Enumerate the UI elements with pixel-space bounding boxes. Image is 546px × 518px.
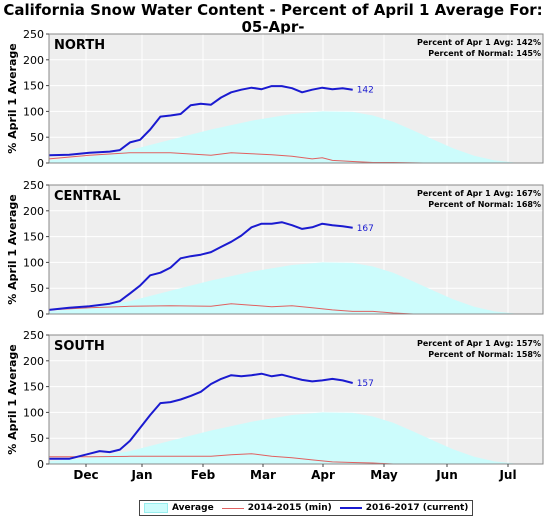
panel-central: 167 0 50 100 150 200 250 % April 1 Average CENTR…: [6, 179, 544, 321]
end-label-central: 167: [357, 224, 374, 234]
y-axis-label-south: % April 1 Average: [6, 344, 19, 454]
min-line-central: [48, 303, 414, 315]
legend-swatch-min: [221, 507, 244, 509]
min-line-north: [48, 152, 424, 164]
end-label-north: 142: [357, 86, 374, 96]
ytick-label-central: 250: [23, 179, 44, 192]
ytick-label-south: 150: [23, 381, 44, 394]
min-line-south: [49, 453, 394, 465]
region-label-north: NORTH: [54, 38, 105, 53]
xtick-label-dec: Dec: [73, 468, 98, 482]
panel-north: 142 0 50 100 150 200 250 % April 1 Average NORTH…: [6, 28, 544, 170]
xtick-label-jan: Jan: [130, 468, 152, 482]
average-area-central: [49, 262, 543, 314]
ytick-label-south: 250: [23, 329, 44, 342]
current-line-north: [48, 85, 353, 157]
y-axis-label-central: % April 1 Average: [6, 194, 19, 304]
legend-swatch-average: [144, 503, 168, 513]
legend-label-current: 2016-2017 (current): [365, 503, 469, 513]
ytick-label-south: 0: [37, 458, 44, 471]
plot-border-north: [48, 33, 544, 164]
ytick-label-north: 200: [23, 54, 44, 67]
stat-avg-central: Percent of Apr 1 Avg: 167%: [417, 189, 541, 198]
legend-label-average: Average: [172, 503, 214, 513]
stat-normal-north: Percent of Normal: 145%: [428, 49, 541, 58]
stat-normal-south: Percent of Normal: 158%: [428, 350, 541, 359]
legend-label-min: 2014-2015 (min): [247, 503, 332, 513]
ytick-label-central: 50: [30, 282, 44, 295]
region-label-south: SOUTH: [54, 339, 105, 354]
end-label-south: 157: [357, 379, 374, 389]
xtick-label-may: May: [370, 468, 398, 482]
ytick-label-central: 100: [23, 256, 44, 269]
ytick-label-north: 100: [23, 105, 44, 118]
chart-legend: Average 2014-2015 (min) 2016-2017 (curre…: [139, 500, 474, 516]
ytick-label-north: 0: [37, 157, 44, 170]
legend-item-min: 2014-2015 (min): [221, 503, 332, 513]
ytick-label-north: 50: [30, 131, 44, 144]
average-area-south: [49, 412, 543, 464]
current-line-central: [48, 221, 353, 311]
xtick-label-jun: Jun: [435, 468, 458, 482]
legend-swatch-current: [339, 507, 362, 509]
chart-title-line1: California Snow Water Content - Percent …: [3, 1, 543, 36]
current-line-south: [49, 372, 353, 460]
legend-item-current: 2016-2017 (current): [339, 503, 469, 513]
ytick-label-south: 200: [23, 355, 44, 368]
ytick-label-south: 50: [30, 432, 44, 445]
ytick-label-central: 200: [23, 205, 44, 218]
xtick-label-mar: Mar: [250, 468, 276, 482]
legend-item-average: Average: [144, 503, 214, 513]
ytick-label-north: 250: [23, 28, 44, 41]
ytick-label-north: 150: [23, 80, 44, 93]
xtick-label-apr: Apr: [311, 468, 335, 482]
average-area-north: [49, 111, 543, 163]
y-axis-label-north: % April 1 Average: [6, 43, 19, 153]
xtick-label-jul: Jul: [498, 468, 516, 482]
xtick-label-feb: Feb: [191, 468, 216, 482]
plot-border-central: [48, 184, 544, 315]
ytick-label-central: 0: [37, 308, 44, 321]
stat-avg-south: Percent of Apr 1 Avg: 157%: [417, 339, 541, 348]
ytick-label-central: 150: [23, 231, 44, 244]
plot-border-south: [48, 334, 544, 465]
stat-normal-central: Percent of Normal: 168%: [428, 200, 541, 209]
region-label-central: CENTRAL: [54, 189, 121, 204]
stat-avg-north: Percent of Apr 1 Avg: 142%: [417, 38, 541, 47]
panel-south: 157 0 50 100 150 200 250 % April 1 Average SOUTH…: [6, 329, 544, 471]
ytick-label-south: 100: [23, 406, 44, 419]
